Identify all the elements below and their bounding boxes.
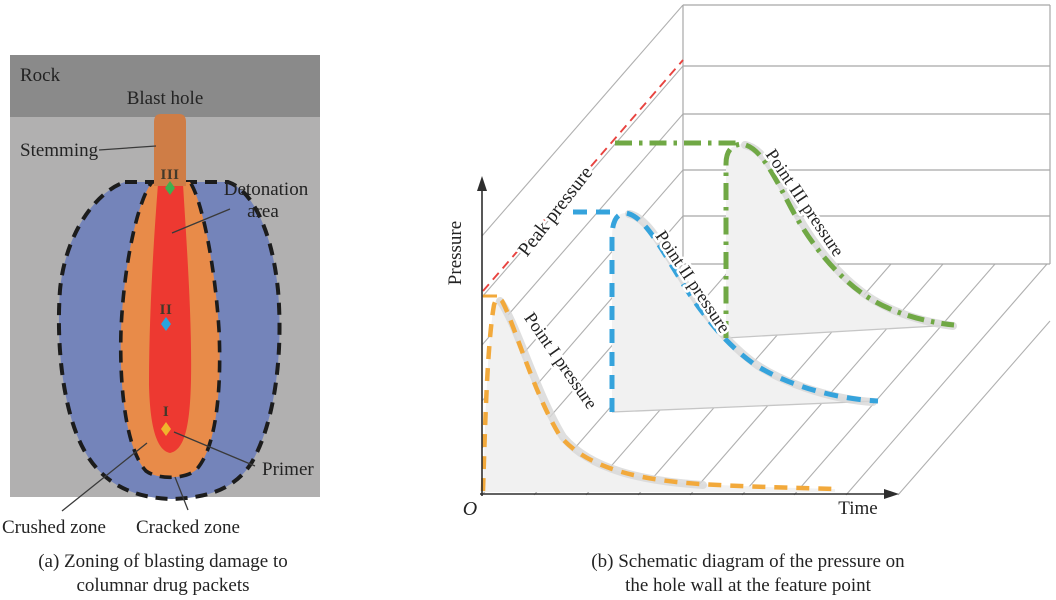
- point-II-curve-fill: [612, 213, 878, 412]
- stemming-label: Stemming: [20, 140, 99, 161]
- panel-b-caption-line2: the hole wall at the feature point: [625, 575, 872, 596]
- peak-pressure-line: [482, 59, 684, 292]
- crushed-zone-label: Crushed zone: [2, 517, 106, 538]
- pressure-axis-label: Pressure: [445, 221, 466, 285]
- point-III-pressure-curve: [723, 141, 955, 338]
- panel-a-caption-line2: columnar drug packets: [76, 575, 249, 596]
- cracked-zone-pointer-line: [174, 476, 189, 511]
- feature-point-II-numeral: II: [160, 302, 173, 318]
- rock-surface-band: [10, 55, 320, 117]
- stemming-column: [154, 114, 186, 186]
- point-I-curve-fill: [483, 298, 835, 492]
- point-II-baseline: [611, 400, 879, 413]
- detonation-area-shape: [149, 184, 192, 453]
- blast-hole-label: Blast hole: [127, 88, 204, 109]
- feature-point-I-numeral: I: [163, 404, 169, 420]
- primer-pointer-line: [173, 431, 256, 467]
- panel-a: III II I Rock Blast hole Stemming Detona…: [2, 55, 320, 596]
- crushed-zone-pointer-line: [61, 442, 148, 512]
- detonation-area-label-line2: area: [247, 201, 279, 222]
- feature-point-III-numeral: III: [160, 167, 179, 183]
- point-III-curve-fill: [726, 144, 954, 338]
- pressure-axis-arrow: [477, 176, 487, 191]
- feature-point-III-diamond: [165, 181, 175, 195]
- detonation-pointer-line: [171, 208, 231, 234]
- origin-label: O: [463, 498, 477, 520]
- primer-label: Primer: [262, 459, 314, 480]
- feature-point-I-diamond: [161, 422, 171, 436]
- stemming-pointer-line: [98, 145, 157, 151]
- panel-a-caption-line1: (a) Zoning of blasting damage to: [38, 551, 288, 572]
- cracked-zone-label: Cracked zone: [136, 517, 240, 538]
- rock-label: Rock: [20, 65, 61, 86]
- detonation-area-label-line1: Detonation: [224, 179, 309, 200]
- time-axis-label: Time: [838, 498, 877, 519]
- time-axis-arrow: [884, 489, 899, 499]
- panel-b-caption-line1: (b) Schematic diagram of the pressure on: [591, 551, 905, 572]
- point-III-baseline: [725, 324, 955, 339]
- point-I-pressure-curve: [480, 296, 836, 492]
- feature-point-II-diamond: [161, 317, 171, 331]
- panel-b: Peak pressure Point I pressure Point II …: [445, 4, 1051, 596]
